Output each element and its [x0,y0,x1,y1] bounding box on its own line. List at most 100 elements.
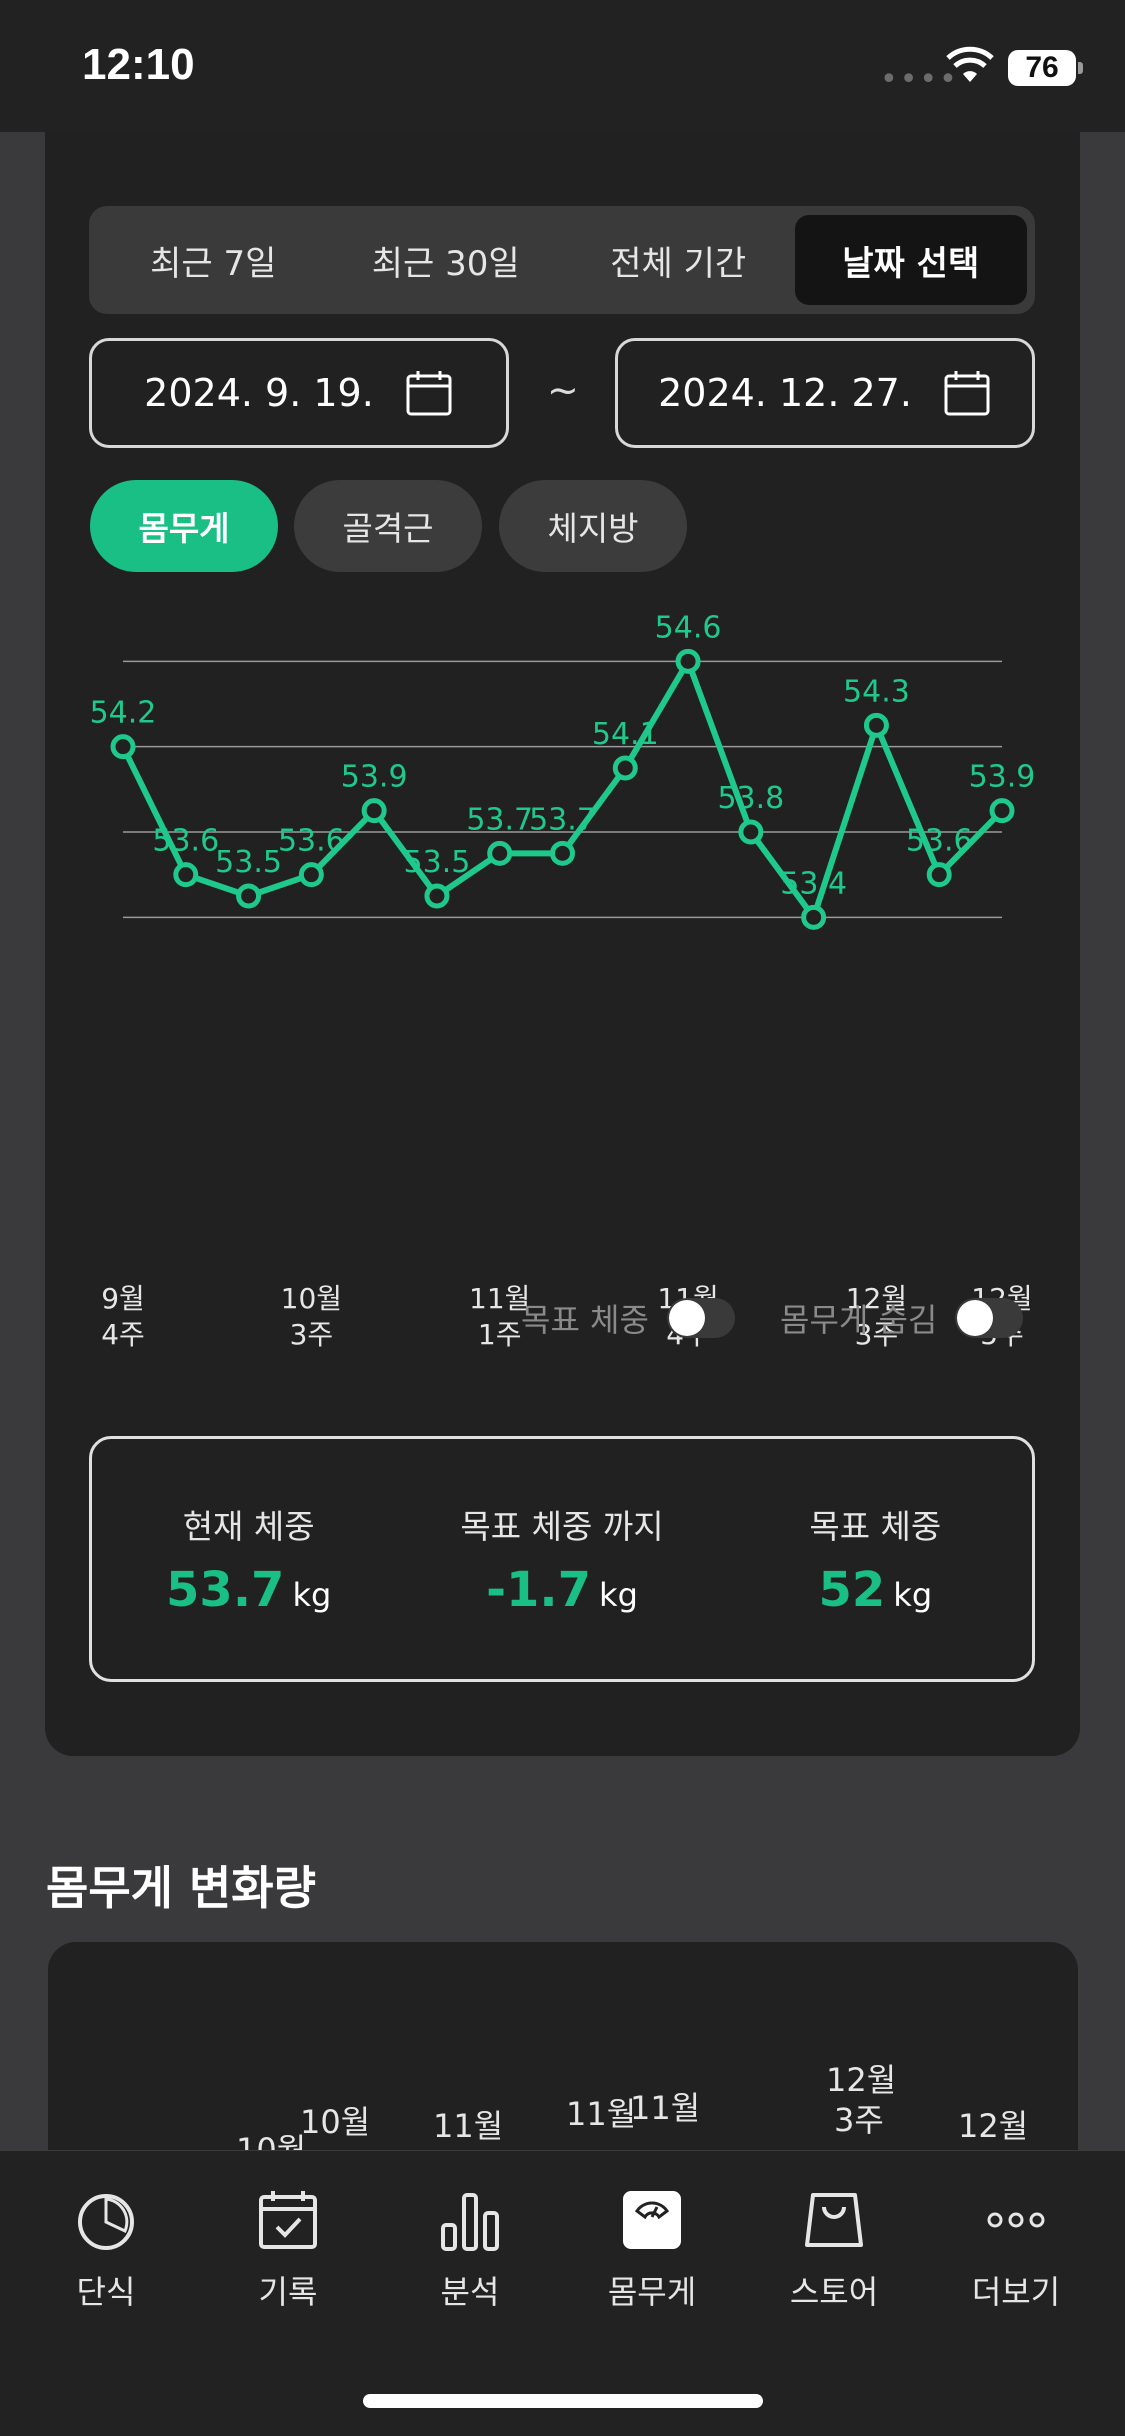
stat-label: 목표 체중 까지 [460,1507,664,1546]
chart-point [424,883,450,909]
chart-data-label: 53.6 [906,824,973,859]
chart-point [361,798,387,824]
chart-data-label: 54.3 [843,674,910,709]
weight-line-chart: 54.253.653.553.653.953.553.753.754.154.6… [90,610,1036,1351]
bottom-tab-bar: 단식 기록 분석 몸무게 스토어 [0,2150,1125,2436]
bar-chart-icon [441,2193,499,2251]
toggle-knob [668,1300,705,1336]
chart-data-label: 53.9 [341,760,408,795]
end-date-field[interactable]: 2024. 12. 27. [615,338,1035,448]
hide-weight-toggle-label: 몸무게 숨김 [780,1301,938,1339]
stat-unit: kg [599,1576,638,1614]
change-label: 11월 [630,2089,701,2127]
x-tick-label: 11월 [469,1282,530,1315]
goal-weight-toggle-row: 목표 체중 [521,1288,735,1348]
chart-data-label: 54.6 [655,610,722,645]
chart-point [236,883,262,909]
range-segmented-control: 최근 7일 최근 30일 전체 기간 날짜 선택 [89,206,1035,314]
range-tab-30d[interactable]: 최근 30일 [371,243,520,284]
battery-icon: 76 [1008,50,1076,86]
chart-point [487,840,513,866]
tab-store[interactable]: 스토어 [744,2187,924,2313]
tab-weight[interactable]: 몸무게 [562,2187,742,2313]
x-tick-label: 12월 [846,1282,907,1315]
shopping-bag-icon [805,2193,863,2247]
chart-point [550,840,575,866]
chart-point [612,755,638,781]
hide-weight-toggle[interactable] [955,1298,1024,1338]
calendar-check-icon [259,2191,317,2249]
scale-icon [623,2191,681,2249]
chart-data-label: 53.6 [152,824,219,859]
chart-point [801,904,827,930]
range-tab-7d[interactable]: 최근 7일 [150,243,277,284]
chart-point [173,862,199,888]
chart-data-label: 54.1 [592,717,659,752]
stat-label: 목표 체중 [809,1507,942,1546]
tab-label: 단식 [76,2273,136,2311]
chart-data-label: 53.5 [215,845,282,880]
battery-tip [1078,62,1083,74]
change-label: 12월 [958,2107,1029,2145]
tab-analysis[interactable]: 분석 [380,2187,560,2313]
change-label: 11월 [433,2107,504,2145]
chart-point [675,648,701,674]
x-tick-label: 10월 [281,1282,342,1315]
start-date-value: 2024. 9. 19. [144,371,374,415]
x-tick-label: 3주 [855,1318,899,1351]
weight-stats-box: 현재 체중 53.7 kg 목표 체중 까지 -1.7 kg 목표 체중 52 kg [89,1436,1035,1682]
change-label: 10월 [300,2103,371,2141]
weight-chart-card: 최근 7일 최근 30일 전체 기간 날짜 선택 2024. 9. 19. ~ … [45,130,1080,1756]
chart-data-label: 53.5 [404,845,471,880]
toggle-knob [957,1300,994,1336]
tab-label: 분석 [440,2273,500,2311]
calendar-icon [944,371,990,416]
stat-value: -1.7 [486,1562,592,1618]
tab-label: 더보기 [971,2273,1061,2311]
stat-value: 52 [818,1562,886,1618]
metric-chip-muscle[interactable]: 골격근 [294,480,482,572]
signal-icon: •••• [880,62,959,97]
status-time: 12:10 [82,40,195,89]
x-tick-label: 4주 [101,1318,145,1351]
fasting-timer-icon [78,2194,134,2250]
range-tab-custom[interactable]: 날짜 선택 [794,215,1027,305]
tab-records[interactable]: 기록 [198,2187,378,2313]
chart-data-label: 53.7 [466,802,533,837]
start-date-field[interactable]: 2024. 9. 19. [89,338,509,448]
goal-weight-toggle[interactable] [666,1298,735,1338]
range-tab-all[interactable]: 전체 기간 [610,243,747,284]
tab-label: 스토어 [789,2273,879,2311]
chart-point [863,712,889,738]
metric-chip-weight[interactable]: 몸무게 [90,480,278,572]
hide-weight-toggle-row: 몸무게 숨김 [780,1288,1024,1348]
stat-value: 53.7 [166,1562,285,1618]
chart-point [989,798,1015,824]
chart-data-label: 53.8 [717,781,784,816]
more-dots-icon [987,2212,1045,2228]
weight-change-title: 몸무게 변화량 [46,1861,316,1915]
to-goal-stat: 목표 체중 까지 -1.7 kg [405,1500,718,1618]
chart-data-label: 53.7 [529,802,596,837]
status-bar: 12:10 •••• 76 [0,0,1125,132]
metric-chip-fat[interactable]: 체지방 [499,480,687,572]
goal-weight-stat: 목표 체중 52 kg [719,1500,1032,1618]
tab-more[interactable]: 더보기 [926,2187,1106,2313]
stat-unit: kg [292,1576,332,1614]
date-separator: ~ [547,368,579,412]
current-weight-stat: 현재 체중 53.7 kg [92,1500,405,1618]
battery-level: 76 [1025,51,1059,84]
calendar-icon [406,371,452,416]
chart-data-label: 53.6 [278,824,345,859]
goal-weight-toggle-label: 목표 체중 [521,1301,649,1339]
stat-unit: kg [893,1576,933,1614]
x-tick-label: 1주 [478,1318,522,1351]
chart-point [738,819,764,845]
change-label: 12월 [826,2061,897,2099]
x-tick-label: 3주 [290,1318,334,1351]
stat-label: 현재 체중 [182,1507,315,1546]
change-label: 11월 [566,2095,637,2133]
tab-label: 몸무게 [607,2273,697,2311]
tab-fasting[interactable]: 단식 [16,2187,196,2313]
chart-data-label: 53.9 [969,760,1036,795]
